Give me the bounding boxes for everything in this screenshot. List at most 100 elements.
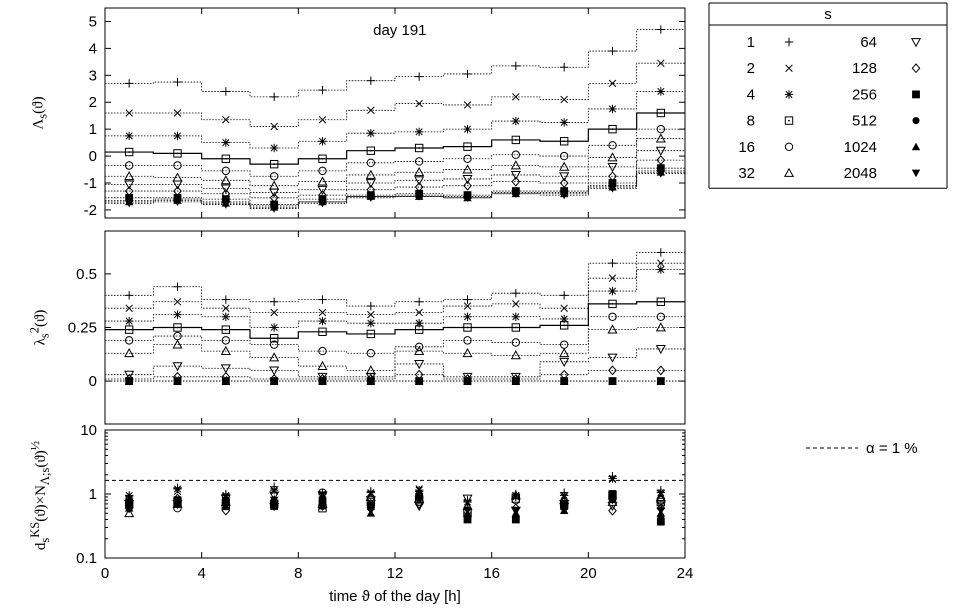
data-point-s2048: [656, 170, 666, 178]
data-point-s4: [656, 265, 666, 274]
data-point-s2: [512, 93, 520, 101]
legend-marker-s128: [911, 63, 921, 74]
data-point-s8: [656, 108, 666, 118]
data-point-s32: [220, 345, 231, 355]
data-point-s32: [510, 160, 521, 170]
data-point-s4: [221, 312, 231, 321]
data-point-s2048: [463, 507, 472, 515]
data-point-s2048: [318, 377, 327, 386]
data-point-s4: [173, 131, 182, 141]
data-point-s8: [318, 154, 327, 163]
data-point-s1: [221, 87, 231, 96]
legend-row: 32 2048: [738, 165, 921, 182]
data-point-s64: [317, 185, 328, 195]
x-tick-label: 4: [197, 565, 205, 582]
data-point-s8: [366, 329, 376, 339]
data-point-s64: [655, 500, 666, 510]
legend-row: 4 256: [747, 86, 920, 103]
data-point-s64: [559, 172, 570, 182]
data-point-s2: [367, 106, 375, 115]
data-point-s2: [415, 99, 423, 108]
data-point-s2048: [608, 377, 617, 386]
data-point-s64: [365, 179, 376, 189]
legend-marker-s64: [910, 38, 922, 48]
data-point-s1024: [221, 501, 231, 510]
data-point-s2048: [173, 377, 182, 386]
data-point-s2: [657, 59, 665, 67]
data-point-s2: [270, 308, 278, 317]
data-point-s4: [269, 485, 279, 495]
data-point-s1: [269, 297, 279, 306]
legend-row: 16 1024: [738, 139, 921, 156]
legend-marker-s2: [785, 64, 793, 72]
data-point-s16: [269, 340, 279, 349]
data-point-s16: [124, 161, 134, 170]
data-point-s1: [463, 295, 472, 304]
threshold-legend-label: α = 1 %: [866, 440, 918, 457]
data-point-s1: [269, 92, 279, 102]
data-point-s2048: [221, 496, 231, 505]
data-point-s1: [414, 297, 424, 306]
data-point-s8: [463, 142, 472, 151]
data-point-s16: [221, 166, 231, 176]
data-point-s128: [463, 180, 472, 191]
data-point-s16: [463, 154, 472, 163]
series-line-s1: [105, 252, 685, 307]
data-point-s16: [511, 338, 521, 347]
data-point-s4: [221, 138, 231, 147]
series-line-s1024: [105, 171, 685, 208]
data-point-s16: [318, 346, 327, 356]
data-point-s16: [221, 336, 231, 345]
data-point-s2: [512, 300, 520, 308]
top-series-group: [105, 25, 685, 213]
y-tick-label: 0: [89, 373, 97, 390]
series-line-s2048: [105, 173, 685, 209]
legend-marker-s32: [783, 167, 795, 177]
data-point-s64: [655, 146, 666, 156]
data-point-s4: [173, 310, 182, 319]
legend-scale-label: 128: [852, 60, 877, 77]
data-point-s1: [366, 76, 376, 85]
y-tick-label: 4: [89, 40, 97, 57]
legend-row: 8 512: [747, 113, 920, 130]
y-tick-label: -1: [84, 175, 97, 192]
data-point-s64: [607, 353, 618, 363]
data-point-s2048: [173, 496, 182, 505]
legend-marker-s2048: [911, 169, 921, 178]
bottom-series-group: [105, 471, 685, 526]
data-point-s32: [172, 339, 183, 349]
middle-panel-ylabel: λs2(ϑ): [27, 309, 52, 345]
data-point-s2048: [269, 205, 279, 213]
data-point-s16: [608, 141, 617, 150]
data-point-s4: [463, 312, 472, 321]
data-point-s128: [511, 176, 521, 187]
data-point-s64: [655, 345, 666, 355]
data-point-s1: [318, 85, 327, 95]
data-point-s16: [366, 349, 376, 358]
data-point-s2: [608, 274, 617, 282]
series-line-s8: [105, 301, 685, 339]
data-point-s8: [221, 325, 231, 334]
data-point-s32: [414, 345, 425, 355]
x-tick-label: 0: [101, 565, 109, 582]
data-point-s1024: [124, 503, 134, 512]
y-tick-label: 1: [89, 486, 97, 503]
data-point-s8: [463, 323, 472, 332]
data-point-s8: [656, 297, 666, 306]
data-point-s1: [559, 291, 569, 300]
data-point-s8: [414, 143, 424, 153]
data-point-s4: [559, 118, 569, 127]
data-point-s4: [318, 316, 327, 326]
data-point-s4: [656, 87, 666, 96]
data-point-s2048: [221, 377, 231, 386]
data-point-s256: [656, 517, 665, 526]
data-point-s4: [608, 286, 617, 296]
data-point-s8: [559, 137, 569, 146]
x-tick-label: 20: [580, 565, 597, 582]
legend-marker-s256: [912, 90, 920, 99]
data-point-s128: [608, 365, 617, 376]
x-tick-label: 24: [677, 565, 694, 582]
bottom-plot-frame: [104, 429, 686, 559]
data-point-s16: [414, 342, 424, 351]
data-point-s1: [656, 248, 666, 257]
